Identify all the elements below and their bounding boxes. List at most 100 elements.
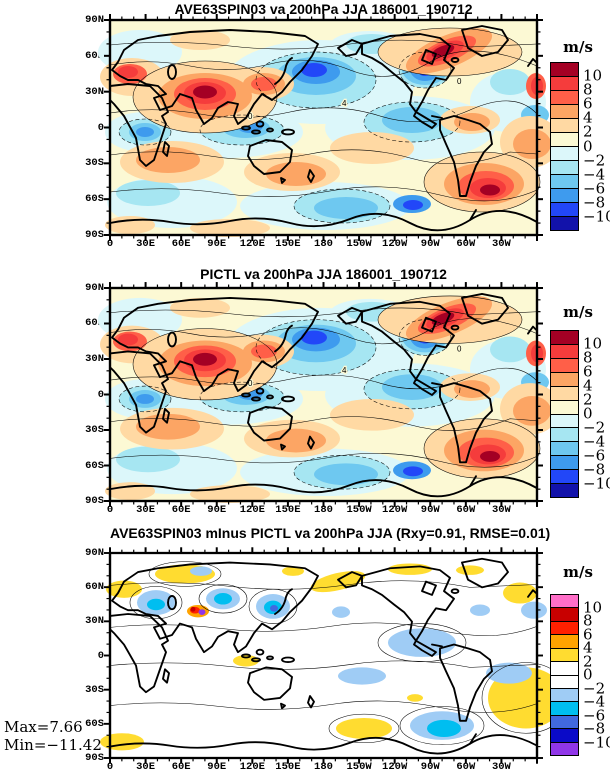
longitude-tick-label: 0 bbox=[106, 761, 114, 773]
colorbar-swatch bbox=[551, 413, 578, 428]
longitude-tick-label: 150W bbox=[346, 504, 372, 516]
longitude-tick-label: 120W bbox=[382, 238, 408, 250]
latitude-tick-label: 30S bbox=[85, 157, 104, 170]
colorbar-swatch bbox=[551, 469, 578, 484]
colorbar-level-label: 10 bbox=[583, 66, 603, 85]
colorbar-level-label: −6 bbox=[583, 706, 606, 724]
colorbar-level-label: 8 bbox=[583, 611, 593, 630]
latitude-tick-label: 90S bbox=[85, 494, 104, 507]
panel-2-colorbar-labels: 10 8 6 4 2 0 −2 −4 −6 −8 −10 bbox=[583, 330, 610, 498]
colorbar-swatch bbox=[551, 76, 578, 90]
longitude-tick-label: 120W bbox=[382, 761, 408, 773]
colorbar-level-label: −10 bbox=[583, 733, 610, 751]
panel-3-colorbar-units: m/s bbox=[563, 563, 593, 581]
latitude-tick-label: 0 bbox=[97, 388, 104, 401]
colorbar-swatch bbox=[551, 202, 578, 216]
colorbar-swatch bbox=[551, 399, 578, 414]
panel-3-longitude-axis: 0 30E 60E 90E 120E 150E 180 150W 120W 90W 60W 30W bbox=[106, 761, 537, 776]
panel-3-title: AVE63SPIN03 mInus PICTL va 200hPa JJA (R… bbox=[110, 525, 551, 541]
latitude-tick-label: 30N bbox=[85, 85, 104, 98]
colorbar-swatch bbox=[551, 90, 578, 104]
colorbar-swatch bbox=[551, 595, 578, 608]
latitude-tick-label: 90S bbox=[85, 228, 104, 241]
panel-2-map bbox=[96, 282, 562, 507]
colorbar-swatch bbox=[551, 607, 578, 621]
colorbar-swatch bbox=[551, 331, 578, 344]
colorbar-swatch bbox=[551, 216, 578, 230]
colorbar-level-label: 10 bbox=[583, 334, 603, 353]
latitude-tick-label: 30S bbox=[85, 683, 104, 696]
longitude-tick-label: 150E bbox=[275, 761, 301, 773]
longitude-tick-label: 0 bbox=[106, 238, 114, 250]
longitude-tick-label: 180 bbox=[314, 238, 333, 250]
panel-1-map bbox=[96, 14, 562, 241]
panel-1-colorbar-units: m/s bbox=[563, 38, 593, 56]
longitude-tick-label: 30W bbox=[491, 504, 511, 516]
colorbar-level-label: −2 bbox=[583, 151, 606, 170]
longitude-tick-label: 90E bbox=[207, 238, 227, 250]
latitude-tick-label: 60S bbox=[85, 459, 104, 472]
latitude-tick-label: 60N bbox=[85, 317, 104, 330]
colorbar-swatch bbox=[551, 701, 578, 715]
longitude-tick-label: 90W bbox=[420, 761, 440, 773]
panel-1-title: AVE63SPIN03 va 200hPa JJA 186001_190712 bbox=[174, 1, 473, 17]
longitude-tick-label: 90E bbox=[207, 761, 227, 773]
colorbar-level-label: 6 bbox=[583, 94, 593, 113]
colorbar-level-label: 8 bbox=[583, 80, 593, 99]
colorbar-swatch bbox=[551, 146, 578, 160]
colorbar-swatch bbox=[551, 687, 578, 702]
colorbar-swatch bbox=[551, 728, 578, 742]
colorbar-level-label: −10 bbox=[583, 474, 610, 493]
colorbar-level-label: 0 bbox=[583, 665, 593, 684]
colorbar-swatch bbox=[551, 620, 578, 635]
colorbar-level-label: −10 bbox=[583, 207, 610, 226]
colorbar-swatch bbox=[551, 174, 578, 188]
longitude-tick-label: 120E bbox=[239, 761, 265, 773]
latitude-tick-label: 30N bbox=[85, 352, 104, 365]
panel-1-colorbar bbox=[550, 62, 579, 231]
colorbar-level-label: 4 bbox=[583, 108, 593, 127]
colorbar-swatch bbox=[551, 188, 578, 202]
colorbar-level-label: 0 bbox=[583, 137, 593, 155]
panel-2-colorbar bbox=[550, 330, 579, 498]
panel-1-colorbar-labels: 10 8 6 4 2 0 −2 −4 −6 −8 −10 bbox=[583, 62, 610, 231]
colorbar-swatch bbox=[551, 357, 578, 372]
colorbar-swatch bbox=[551, 741, 578, 756]
latitude-tick-label: 0 bbox=[97, 649, 104, 662]
colorbar-level-label: 4 bbox=[583, 638, 593, 657]
latitude-tick-label: 30N bbox=[85, 615, 104, 628]
latitude-tick-label: 60S bbox=[85, 192, 104, 205]
longitude-tick-label: 60W bbox=[456, 238, 476, 250]
colorbar-level-label: −8 bbox=[583, 193, 606, 212]
longitude-tick-label: 90W bbox=[420, 238, 440, 250]
longitude-tick-label: 180 bbox=[314, 761, 333, 773]
latitude-tick-label: 30S bbox=[85, 423, 104, 436]
colorbar-level-label: 2 bbox=[583, 122, 593, 141]
longitude-tick-label: 120E bbox=[239, 238, 265, 250]
colorbar-level-label: 2 bbox=[583, 652, 593, 670]
axis-ticks bbox=[104, 547, 543, 764]
panel-3-colorbar-labels: 10 8 6 4 2 0 −2 −4 −6 −8 −10 bbox=[583, 594, 610, 756]
longitude-tick-label: 150E bbox=[275, 238, 301, 250]
min-value-label: Min=−11.42 bbox=[4, 736, 102, 754]
latitude-tick-label: 60N bbox=[85, 49, 104, 62]
colorbar-swatch bbox=[551, 132, 578, 146]
colorbar-level-label: −2 bbox=[583, 679, 606, 697]
colorbar-swatch bbox=[551, 160, 578, 174]
colorbar-swatch bbox=[551, 674, 578, 688]
colorbar-level-label: 8 bbox=[583, 348, 593, 367]
longitude-tick-label: 60E bbox=[171, 238, 191, 250]
latitude-tick-label: 60S bbox=[85, 717, 104, 730]
longitude-tick-label: 60W bbox=[456, 504, 476, 516]
panel-2-title: PICTL va 200hPa JJA 186001_190712 bbox=[200, 266, 447, 282]
longitude-tick-label: 180 bbox=[314, 504, 333, 516]
colorbar-level-label: −8 bbox=[583, 460, 606, 479]
longitude-tick-label: 90E bbox=[207, 504, 227, 516]
longitude-tick-label: 60W bbox=[456, 761, 476, 773]
longitude-tick-label: 30W bbox=[491, 761, 511, 773]
panel-3-map bbox=[99, 547, 571, 764]
colorbar-level-label: −6 bbox=[583, 446, 606, 465]
colorbar-level-label: 6 bbox=[583, 362, 593, 381]
colorbar-swatch bbox=[551, 483, 578, 498]
latitude-tick-label: 90N bbox=[85, 281, 104, 294]
